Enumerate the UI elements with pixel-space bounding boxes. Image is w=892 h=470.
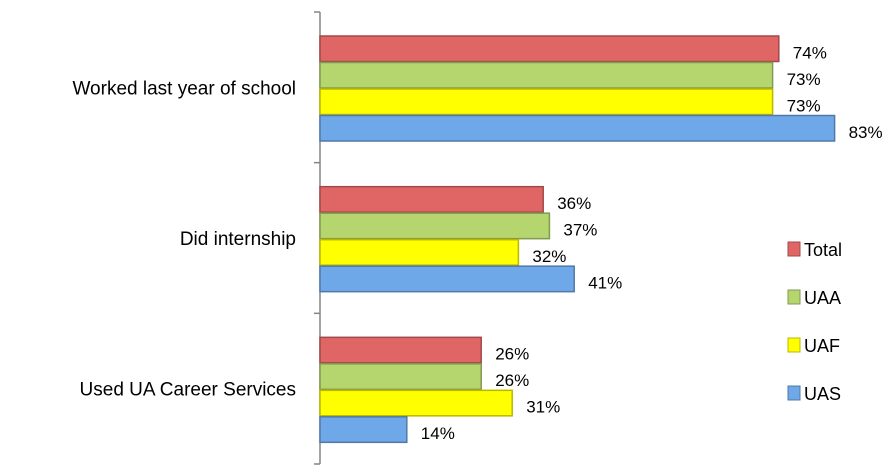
data-label: 32% [532,247,566,266]
bar [319,185,544,213]
data-label: 41% [588,273,622,292]
category-axis [314,11,321,465]
data-label: 73% [787,96,821,115]
legend-label: UAS [804,384,841,404]
bar [319,238,520,266]
legend-swatch [787,337,801,353]
category-label: Worked last year of school [72,78,296,99]
category-label: Used UA Career Services [80,380,296,401]
bar [319,212,551,240]
bar [319,363,482,391]
legend-swatch [787,241,801,257]
data-label: 14% [421,424,455,443]
data-label: 37% [563,220,597,239]
data-label: 36% [557,194,591,213]
data-label: 83% [849,123,883,142]
category-label: Did internship [180,229,296,250]
bar [319,336,482,364]
category-labels: Worked last year of school Did internship… [72,78,296,400]
data-label: 73% [787,70,821,89]
bar [319,114,836,142]
bar [319,265,575,293]
data-label: 74% [793,43,827,62]
bar [319,35,780,63]
legend-swatch [787,289,801,305]
data-label: 26% [495,371,529,390]
bar [319,416,408,444]
bar [319,389,513,417]
legend-label: UAA [804,288,841,308]
bar [319,61,774,89]
legend-label: Total [804,240,842,260]
legend: Total UAA UAF UAS [787,240,842,404]
legend-swatch [787,385,801,401]
value-labels: 74% 73% 73% 83% 36% 37% 32% 41% 26% 26% 31% 14% [421,43,883,443]
bars [319,35,836,444]
bar [319,88,774,116]
data-label: 31% [526,398,560,417]
data-label: 26% [495,345,529,364]
legend-label: UAF [804,336,840,356]
